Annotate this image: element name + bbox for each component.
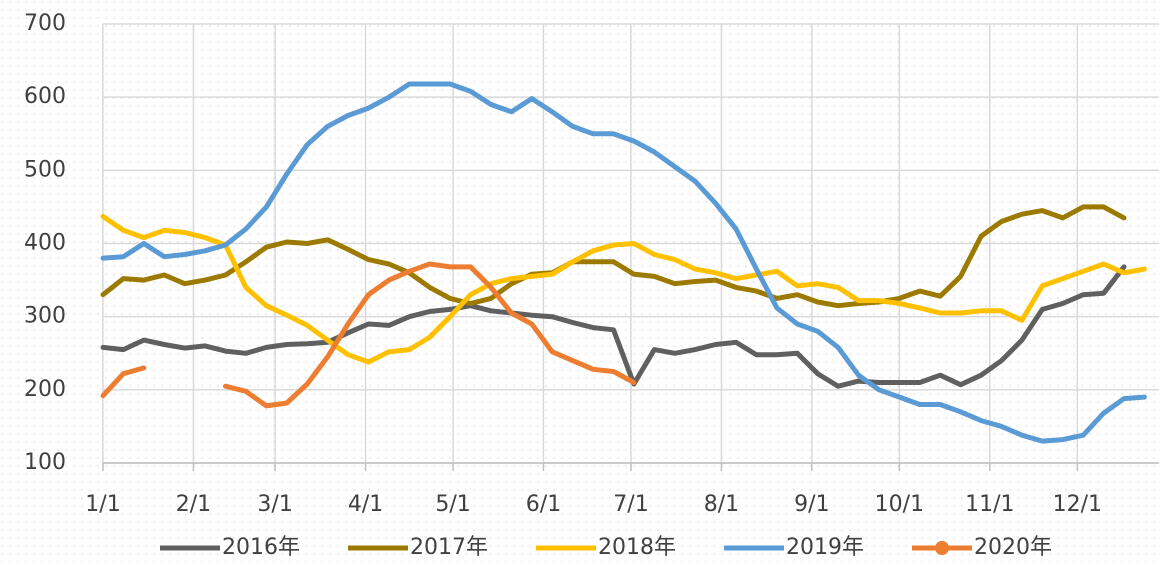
- series-line: [100, 213, 1147, 365]
- x-tick-label: 7/1: [613, 492, 648, 517]
- y-tick-label: 500: [24, 157, 66, 182]
- x-tick-label: 5/1: [435, 492, 470, 517]
- x-tick-label: 6/1: [526, 492, 561, 517]
- x-tick-label: 4/1: [348, 492, 383, 517]
- legend-label: 2018年: [598, 535, 676, 560]
- y-tick-label: 300: [24, 304, 66, 329]
- y-tick-label: 600: [24, 84, 66, 109]
- y-tick-label: 400: [24, 231, 66, 256]
- legend-label: 2019年: [786, 535, 864, 560]
- x-tick-label: 10/1: [875, 492, 924, 517]
- y-tick-label: 700: [24, 11, 66, 36]
- series-line: [100, 81, 1147, 444]
- y-tick-label: 100: [24, 450, 66, 475]
- series-line: [100, 264, 1127, 389]
- legend-label: 2017年: [410, 535, 488, 560]
- y-tick-label: 200: [24, 377, 66, 402]
- x-tick-label: 8/1: [704, 492, 739, 517]
- series-line: [100, 204, 1127, 309]
- series-line: [100, 261, 637, 409]
- x-tick-label: 1/1: [85, 492, 120, 517]
- x-tick-label: 2/1: [176, 492, 211, 517]
- x-tick-label: 3/1: [257, 492, 292, 517]
- legend-label: 2016年: [222, 535, 300, 560]
- x-tick-label: 12/1: [1053, 492, 1102, 517]
- x-tick-label: 11/1: [965, 492, 1014, 517]
- legend-marker: [935, 541, 949, 555]
- x-tick-label: 9/1: [794, 492, 829, 517]
- legend-label: 2020年: [974, 535, 1052, 560]
